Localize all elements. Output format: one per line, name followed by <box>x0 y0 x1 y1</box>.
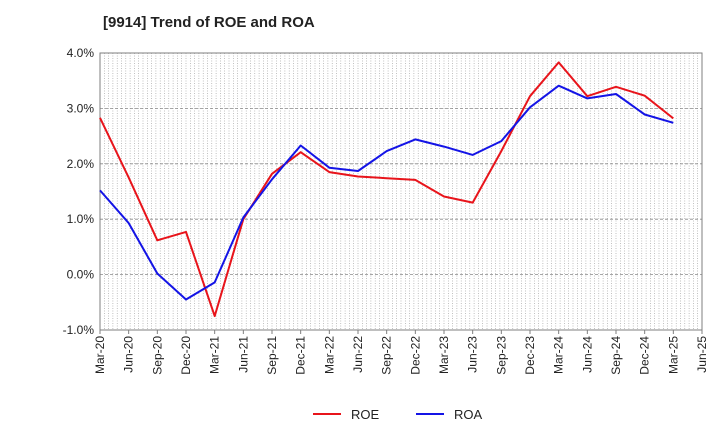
x-tick-label: Sep-23 <box>494 336 508 375</box>
x-tick-label: Mar-23 <box>437 336 451 374</box>
x-tick-label: Sep-20 <box>150 336 164 375</box>
y-tick-label: 1.0% <box>67 212 95 226</box>
legend: ROE ROA <box>313 407 483 422</box>
x-tick-label: Dec-20 <box>179 336 193 375</box>
legend-label-roe: ROE <box>351 407 380 422</box>
x-tick-label: Dec-24 <box>638 336 652 375</box>
y-tick-label: 3.0% <box>67 101 95 115</box>
x-tick-label: Mar-22 <box>322 336 336 374</box>
x-tick-label: Mar-25 <box>666 336 680 374</box>
x-tick-label: Jun-25 <box>695 336 709 373</box>
x-tick-label: Dec-22 <box>408 336 422 375</box>
series-line-roe <box>99 61 674 318</box>
x-tick-label: Mar-24 <box>552 336 566 374</box>
x-tick-label: Dec-21 <box>294 336 308 375</box>
chart-title: [9914] Trend of ROE and ROA <box>103 14 315 31</box>
x-tick-label: Jun-23 <box>466 336 480 373</box>
x-tick-label: Jun-22 <box>351 336 365 373</box>
y-tick-label: 2.0% <box>67 157 95 171</box>
x-tick-label: Sep-22 <box>380 336 394 375</box>
x-tick-label: Jun-20 <box>122 336 136 373</box>
x-tick-label: Sep-24 <box>609 336 623 375</box>
x-tick-label: Mar-21 <box>208 336 222 374</box>
x-tick-label: Jun-21 <box>236 336 250 373</box>
series-line-roa <box>99 84 674 301</box>
y-tick-label: 0.0% <box>67 268 95 282</box>
y-tick-label: -1.0% <box>63 323 95 337</box>
x-tick-label: Jun-24 <box>580 336 594 373</box>
x-tick-label: Mar-20 <box>93 336 107 374</box>
x-tick-label: Sep-21 <box>265 336 279 375</box>
legend-label-roa: ROA <box>454 407 483 422</box>
x-tick-label: Dec-23 <box>523 336 537 375</box>
y-tick-label: 4.0% <box>67 46 95 60</box>
